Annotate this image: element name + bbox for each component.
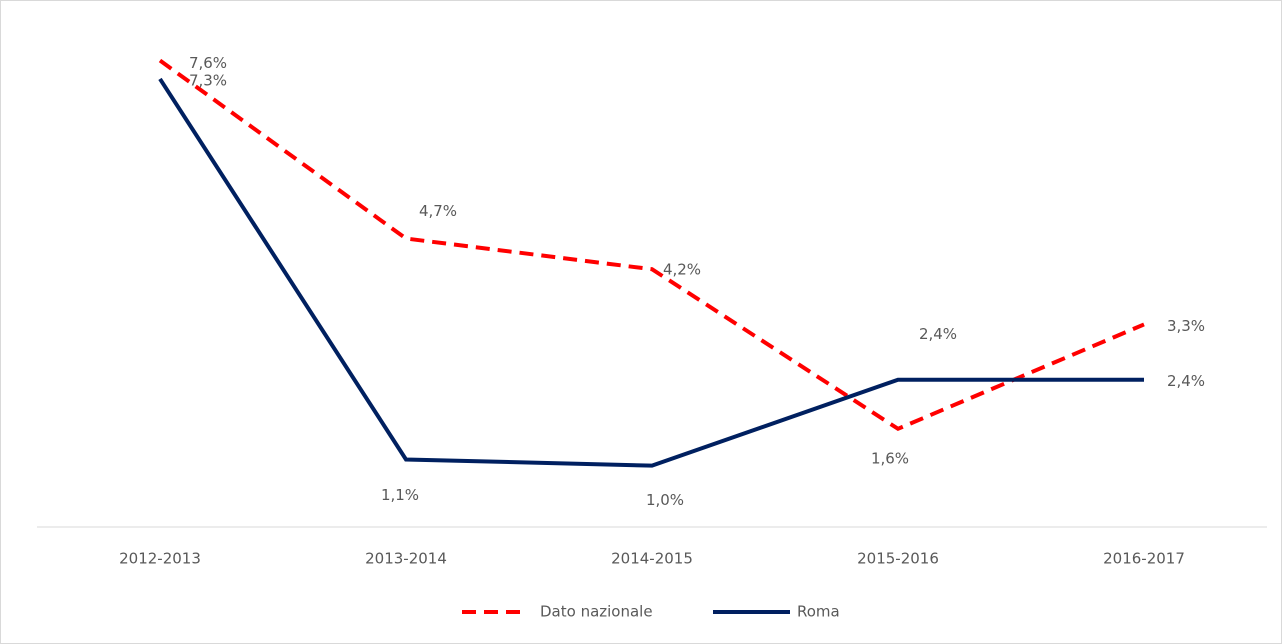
data-label: 7,6%: [189, 54, 227, 72]
data-label: 7,3%: [189, 71, 227, 89]
legend-label: Dato nazionale: [540, 603, 653, 621]
data-label: 4,7%: [419, 202, 457, 220]
x-tick-label: 2014-2015: [611, 550, 693, 568]
data-label: 1,1%: [381, 486, 419, 504]
data-label: 2,4%: [919, 325, 957, 343]
x-tick-label: 2016-2017: [1103, 550, 1185, 568]
x-tick-label: 2013-2014: [365, 550, 447, 568]
data-label: 3,3%: [1167, 317, 1205, 335]
legend-label: Roma: [797, 603, 840, 621]
data-label: 1,6%: [871, 449, 909, 467]
x-tick-label: 2015-2016: [857, 550, 939, 568]
data-label: 1,0%: [646, 491, 684, 509]
data-label: 2,4%: [1167, 372, 1205, 390]
series-line: [158, 77, 1144, 468]
series-line: [158, 58, 1145, 432]
x-tick-label: 2012-2013: [119, 550, 201, 568]
data-label: 4,2%: [663, 261, 701, 279]
